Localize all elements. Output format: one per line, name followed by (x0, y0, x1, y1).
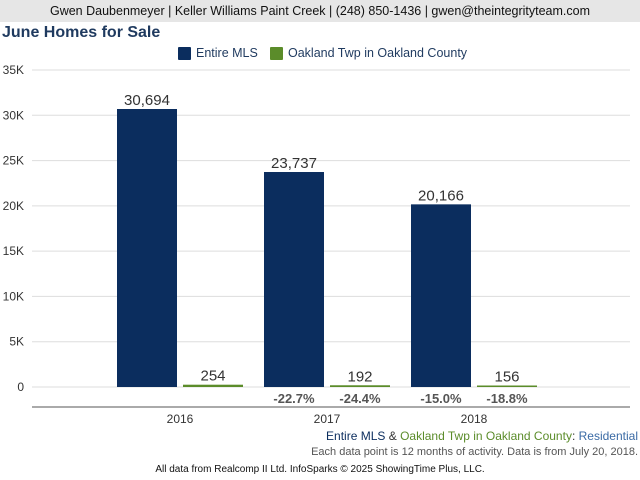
y-tick-label: 30K (3, 108, 24, 122)
y-tick-label: 25K (3, 154, 24, 168)
bar-value-label: 20,166 (418, 187, 464, 204)
change-label: -22.7% (273, 391, 315, 406)
footer-series-entire-mls: Entire MLS (326, 429, 386, 443)
x-tick-label: 2018 (461, 412, 488, 426)
x-tick-label: 2016 (167, 412, 194, 426)
footer-property-type: Residential (578, 429, 638, 443)
change-label: -18.8% (486, 391, 528, 406)
footer-series-line: Entire MLS & Oakland Twp in Oakland Coun… (326, 429, 638, 443)
legend-label-oakland-twp: Oakland Twp in Oakland County (288, 46, 468, 60)
legend-swatch-entire-mls (178, 46, 191, 60)
bar (264, 172, 324, 387)
y-tick-label: 35K (3, 63, 24, 77)
agent-info-text: Gwen Daubenmeyer | Keller Williams Paint… (49, 4, 591, 18)
legend-label-entire-mls: Entire MLS (196, 46, 258, 60)
bar (330, 385, 390, 387)
bar-chart: 0 5K 10K 15K 20K 25K 30K 35K 30,694 254 2016 23,737… (3, 63, 630, 426)
bar (477, 385, 537, 387)
y-tick-label: 10K (3, 289, 24, 303)
footer-series-oakland-twp: Oakland Twp in Oakland County (400, 429, 572, 443)
bar (183, 384, 243, 387)
bar-value-label: 254 (200, 368, 225, 385)
footer-ampersand: & (385, 429, 401, 443)
y-tick-label: 20K (3, 199, 24, 213)
x-tick-label: 2017 (314, 412, 341, 426)
legend-item-entire-mls[interactable]: Entire MLS (178, 44, 258, 62)
legend-swatch-oakland-twp (270, 46, 283, 60)
bar-value-label: 192 (347, 368, 372, 385)
change-label: -15.0% (420, 391, 462, 406)
agent-info-bar: Gwen Daubenmeyer | Keller Williams Paint… (0, 0, 640, 22)
footer-note: Each data point is 12 months of activity… (311, 446, 638, 458)
change-label: -24.4% (339, 391, 381, 406)
bar-value-label: 23,737 (271, 155, 317, 172)
y-tick-label: 5K (9, 335, 24, 349)
bar (411, 204, 471, 387)
y-tick-label: 15K (3, 244, 24, 258)
footer-colon: : (571, 429, 579, 443)
chart-title: June Homes for Sale (2, 24, 161, 41)
bar-value-label: 156 (494, 369, 519, 386)
footer-source: All data from Realcomp II Ltd. InfoSpark… (155, 464, 485, 475)
bar (117, 109, 177, 387)
y-tick-label: 0 (17, 380, 24, 394)
legend-item-oakland-twp[interactable]: Oakland Twp in Oakland County (270, 44, 467, 62)
bar-value-label: 30,694 (124, 92, 170, 109)
